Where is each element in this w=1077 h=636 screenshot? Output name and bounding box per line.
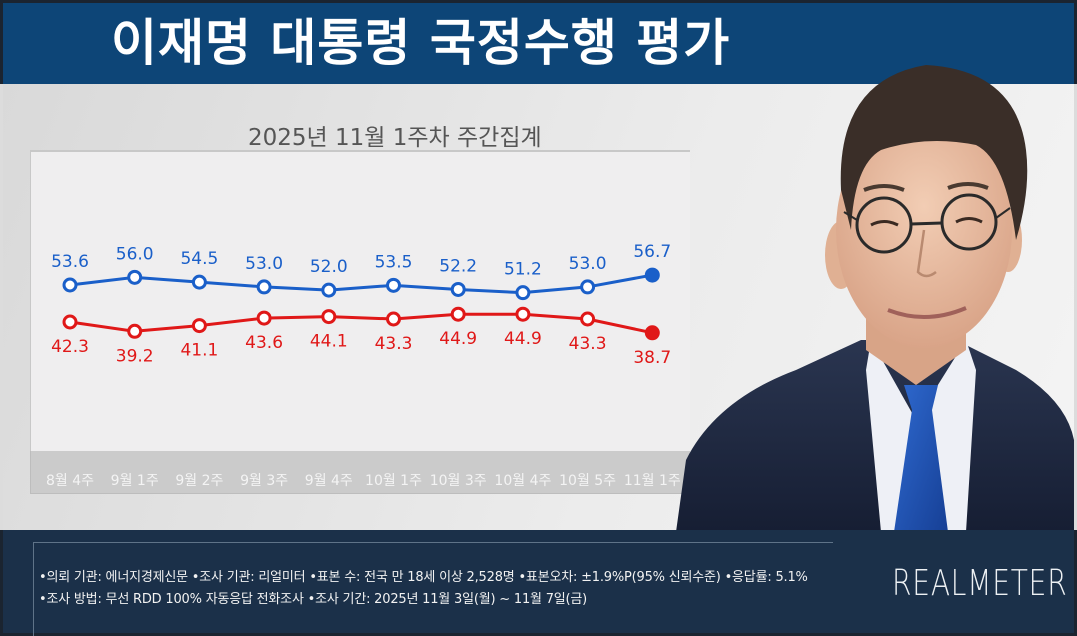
survey-info-line-1: •의뢰 기관: 에너지경제신문 •조사 기관: 리얼미터 •표본 수: 전국 만…	[39, 570, 808, 585]
data-label: 52.0	[310, 257, 348, 277]
data-label: 41.1	[180, 341, 218, 361]
data-label: 54.5	[180, 249, 218, 269]
data-point	[386, 311, 401, 327]
data-label: 53.0	[245, 254, 283, 274]
x-axis-label: 10월 1주	[365, 473, 422, 489]
data-label: 53.0	[569, 254, 607, 274]
data-label: 42.3	[51, 337, 89, 357]
x-axis-label: 9월 1주	[110, 473, 159, 489]
data-label: 43.3	[375, 334, 413, 354]
data-label: 43.3	[569, 334, 607, 354]
x-axis-band	[30, 451, 690, 494]
data-point	[321, 282, 337, 298]
x-axis-label: 8월 4주	[45, 473, 95, 489]
plot-area	[30, 150, 690, 451]
data-point	[256, 279, 272, 295]
data-point	[644, 267, 660, 283]
data-label: 44.1	[310, 332, 348, 352]
data-point	[450, 281, 466, 297]
data-label: 38.7	[633, 348, 671, 368]
x-axis-label: 10월 5주	[559, 473, 617, 489]
data-label: 53.6	[51, 252, 89, 272]
data-point	[191, 318, 207, 334]
data-label: 39.2	[116, 346, 154, 366]
president-portrait	[676, 40, 1074, 532]
data-point	[127, 323, 143, 339]
x-axis-label: 9월 4주	[304, 473, 353, 489]
survey-info-line-2: •조사 방법: 무선 RDD 100% 자동응답 전화조사 •조사 기간: 20…	[39, 592, 588, 607]
data-label: 44.9	[504, 329, 542, 349]
data-point	[580, 311, 596, 327]
data-point	[515, 306, 531, 322]
data-point	[62, 277, 78, 293]
data-point	[515, 285, 531, 301]
header-banner: 이재명 대통령 국정수행 평가	[0, 0, 1077, 84]
positive-line	[69, 273, 653, 295]
data-point	[386, 277, 401, 293]
data-point	[191, 274, 207, 290]
x-axis-label: 9월 3주	[240, 473, 289, 489]
chart-subtitle: 2025년 11월 1주차 주간집계	[248, 125, 542, 151]
data-point	[450, 306, 466, 322]
data-label: 51.2	[504, 260, 542, 280]
data-label: 56.0	[116, 244, 154, 264]
data-label: 56.7	[633, 242, 671, 262]
x-axis-label: 9월 2주	[175, 473, 224, 489]
data-label: 52.2	[439, 256, 477, 276]
page-title: 이재명 대통령 국정수행 평가	[111, 14, 731, 72]
x-axis-label: 11월 1주	[623, 473, 681, 489]
data-label: 43.6	[245, 333, 283, 353]
data-point	[321, 309, 337, 325]
data-point	[62, 314, 78, 330]
data-point	[256, 310, 272, 326]
data-point	[580, 279, 596, 295]
x-axis-label: 10월 3주	[429, 473, 487, 489]
data-point	[127, 269, 143, 285]
negative-line	[69, 312, 653, 335]
x-axis-label: 10월 4주	[494, 473, 552, 489]
realmeter-logo: REALMETER	[892, 563, 1068, 604]
data-label: 53.5	[375, 252, 413, 272]
data-label: 44.9	[439, 329, 477, 349]
survey-info-box	[33, 542, 833, 636]
footer: •의뢰 기관: 에너지경제신문 •조사 기관: 리얼미터 •표본 수: 전국 만…	[0, 530, 1077, 636]
data-point	[644, 325, 660, 341]
